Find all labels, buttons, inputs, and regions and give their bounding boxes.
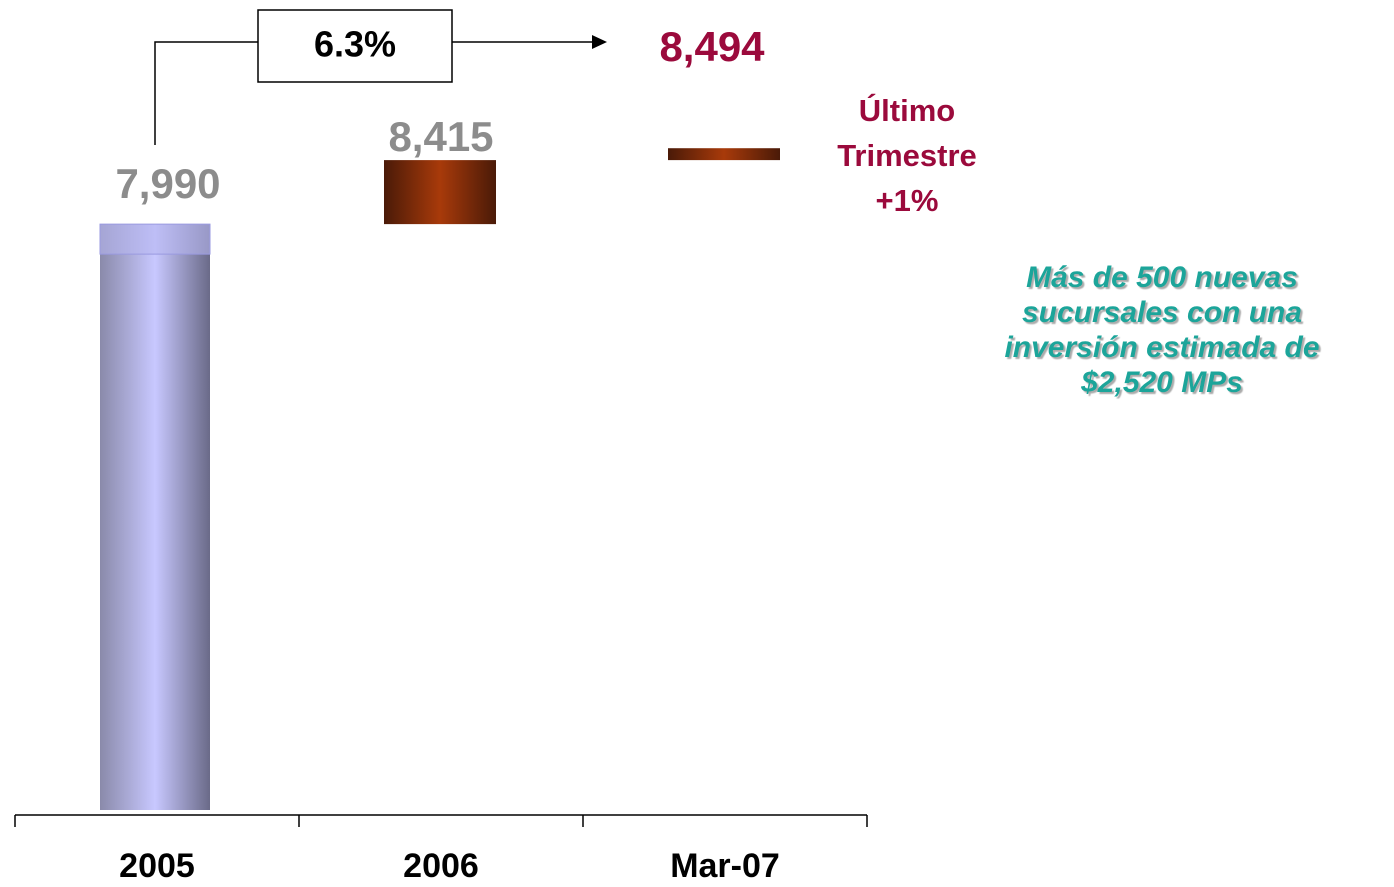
- arrowhead: [592, 35, 607, 49]
- bar-cap: [99, 223, 211, 255]
- x-tick-label: Mar-07: [670, 847, 780, 885]
- quarter-note: Último: [859, 92, 955, 128]
- quarter-note: +1%: [876, 183, 939, 218]
- growth-box: [257, 9, 453, 83]
- growth-label: 6.3%: [314, 24, 396, 65]
- side-note: Más de 500 nuevas: [1026, 261, 1298, 294]
- bar: [384, 160, 496, 225]
- x-tick-label: 2005: [119, 847, 195, 885]
- x-axis: [14, 814, 868, 827]
- side-note: sucursales con una: [1022, 296, 1302, 329]
- data-label: 7,990: [115, 160, 220, 207]
- bar: [668, 148, 780, 161]
- bar: [100, 224, 210, 811]
- quarter-note: Trimestre: [837, 138, 977, 173]
- data-label: 8,415: [388, 113, 493, 160]
- connector: [154, 41, 258, 145]
- data-label: 8,494: [659, 23, 765, 70]
- side-note: $2,520 MPs: [1080, 366, 1243, 399]
- side-note: inversión estimada de: [1004, 331, 1319, 364]
- x-tick-label: 2006: [403, 847, 479, 885]
